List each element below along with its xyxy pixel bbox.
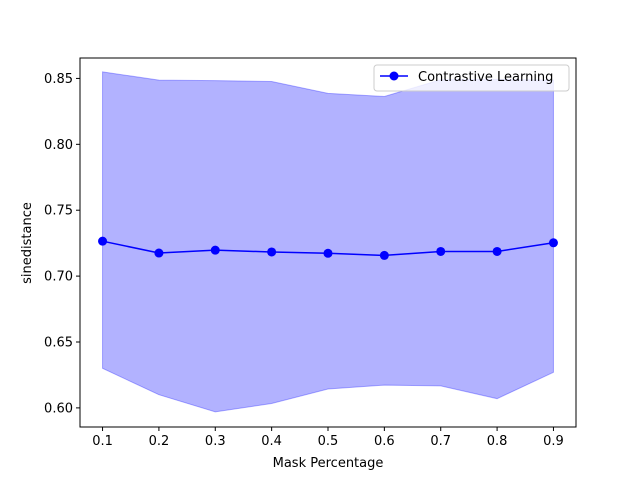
y-tick-label: 0.60: [44, 401, 73, 416]
x-tick-label: 0.6: [374, 434, 395, 449]
data-point: [323, 248, 333, 258]
data-point: [98, 236, 108, 246]
x-tick-label: 0.2: [149, 434, 170, 449]
y-tick-label: 0.70: [44, 270, 73, 285]
legend-marker-swatch: [389, 71, 399, 81]
data-point: [210, 245, 220, 255]
plot-area: [98, 71, 558, 413]
x-tick-label: 0.9: [543, 434, 564, 449]
x-tick-label: 0.8: [487, 434, 508, 449]
x-axis: 0.1 0.2 0.3 0.4 0.5 0.6 0.7 0.8 0.9: [92, 427, 564, 449]
confidence-band: [102, 71, 554, 413]
y-axis-label: sinedistance: [20, 202, 35, 284]
legend: Contrastive Learning: [373, 64, 570, 92]
y-axis: 0.60 0.65 0.70 0.75 0.80 0.85: [44, 72, 80, 416]
x-tick-label: 0.1: [92, 434, 113, 449]
legend-box: [373, 64, 570, 92]
x-tick-label: 0.3: [205, 434, 226, 449]
y-tick-label: 0.75: [44, 204, 73, 219]
y-tick-label: 0.85: [44, 72, 73, 87]
x-tick-label: 0.4: [261, 434, 282, 449]
y-tick-label: 0.65: [44, 335, 73, 350]
data-point: [267, 247, 277, 257]
data-point: [548, 238, 558, 248]
legend-label: Contrastive Learning: [418, 70, 553, 85]
y-tick-label: 0.80: [44, 138, 73, 153]
x-axis-label: Mask Percentage: [273, 456, 384, 471]
data-point: [154, 248, 164, 258]
data-point: [436, 246, 446, 256]
x-tick-label: 0.5: [318, 434, 339, 449]
data-point: [379, 250, 389, 260]
data-point: [492, 246, 502, 256]
x-tick-label: 0.7: [430, 434, 451, 449]
